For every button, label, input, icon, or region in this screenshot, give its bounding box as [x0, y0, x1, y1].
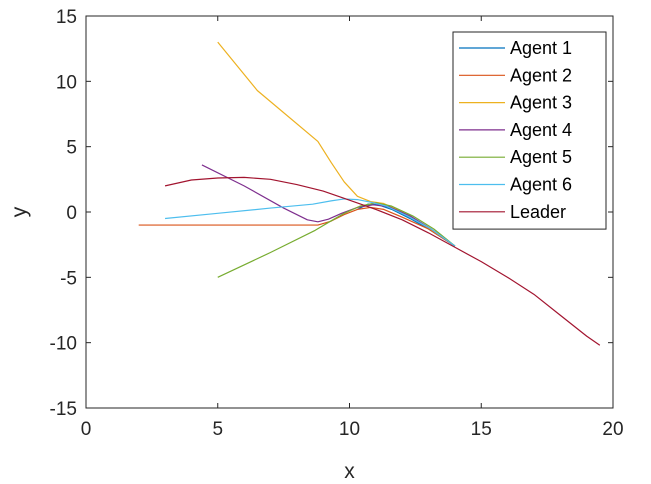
y-tick-label: 10: [56, 72, 77, 93]
x-axis-label: x: [344, 460, 355, 483]
y-tick-label: 15: [56, 7, 77, 28]
legend-box: [452, 31, 607, 230]
legend-label-1: Agent 1: [510, 38, 572, 58]
y-tick-label: -15: [50, 399, 77, 420]
series-layer: [138, 41, 601, 346]
y-axis-label: y: [8, 206, 31, 217]
legend-label-5: Agent 5: [510, 147, 572, 167]
legend-label-7: Leader: [510, 202, 566, 222]
series-line-7: [164, 176, 601, 346]
axes-layer: 0 5 10 15 20 15 10 5 0 -5 -10 -15 x y: [8, 7, 624, 483]
legend-label-3: Agent 3: [510, 93, 572, 113]
legend-label-4: Agent 4: [510, 120, 572, 140]
x-tick-label: 0: [81, 419, 92, 440]
series-line-2: [138, 206, 456, 247]
y-tick-label: -5: [60, 268, 77, 289]
legend-label-2: Agent 2: [510, 65, 572, 85]
x-tick-label: 5: [212, 419, 223, 440]
series-line-4: [201, 164, 456, 247]
x-tick-label: 10: [339, 419, 360, 440]
series-line-6: [164, 198, 456, 247]
y-tick-label: -10: [50, 334, 77, 355]
legend-label-6: Agent 6: [510, 175, 572, 195]
y-tick-label: 5: [66, 138, 77, 159]
x-tick-label: 20: [602, 419, 623, 440]
legend: Agent 1 Agent 2 Agent 3 Agent 4 Agent 5 Agent…: [452, 31, 607, 230]
x-tick-label: 15: [471, 419, 492, 440]
series-line-5: [217, 202, 456, 278]
y-tick-label: 0: [66, 203, 77, 224]
